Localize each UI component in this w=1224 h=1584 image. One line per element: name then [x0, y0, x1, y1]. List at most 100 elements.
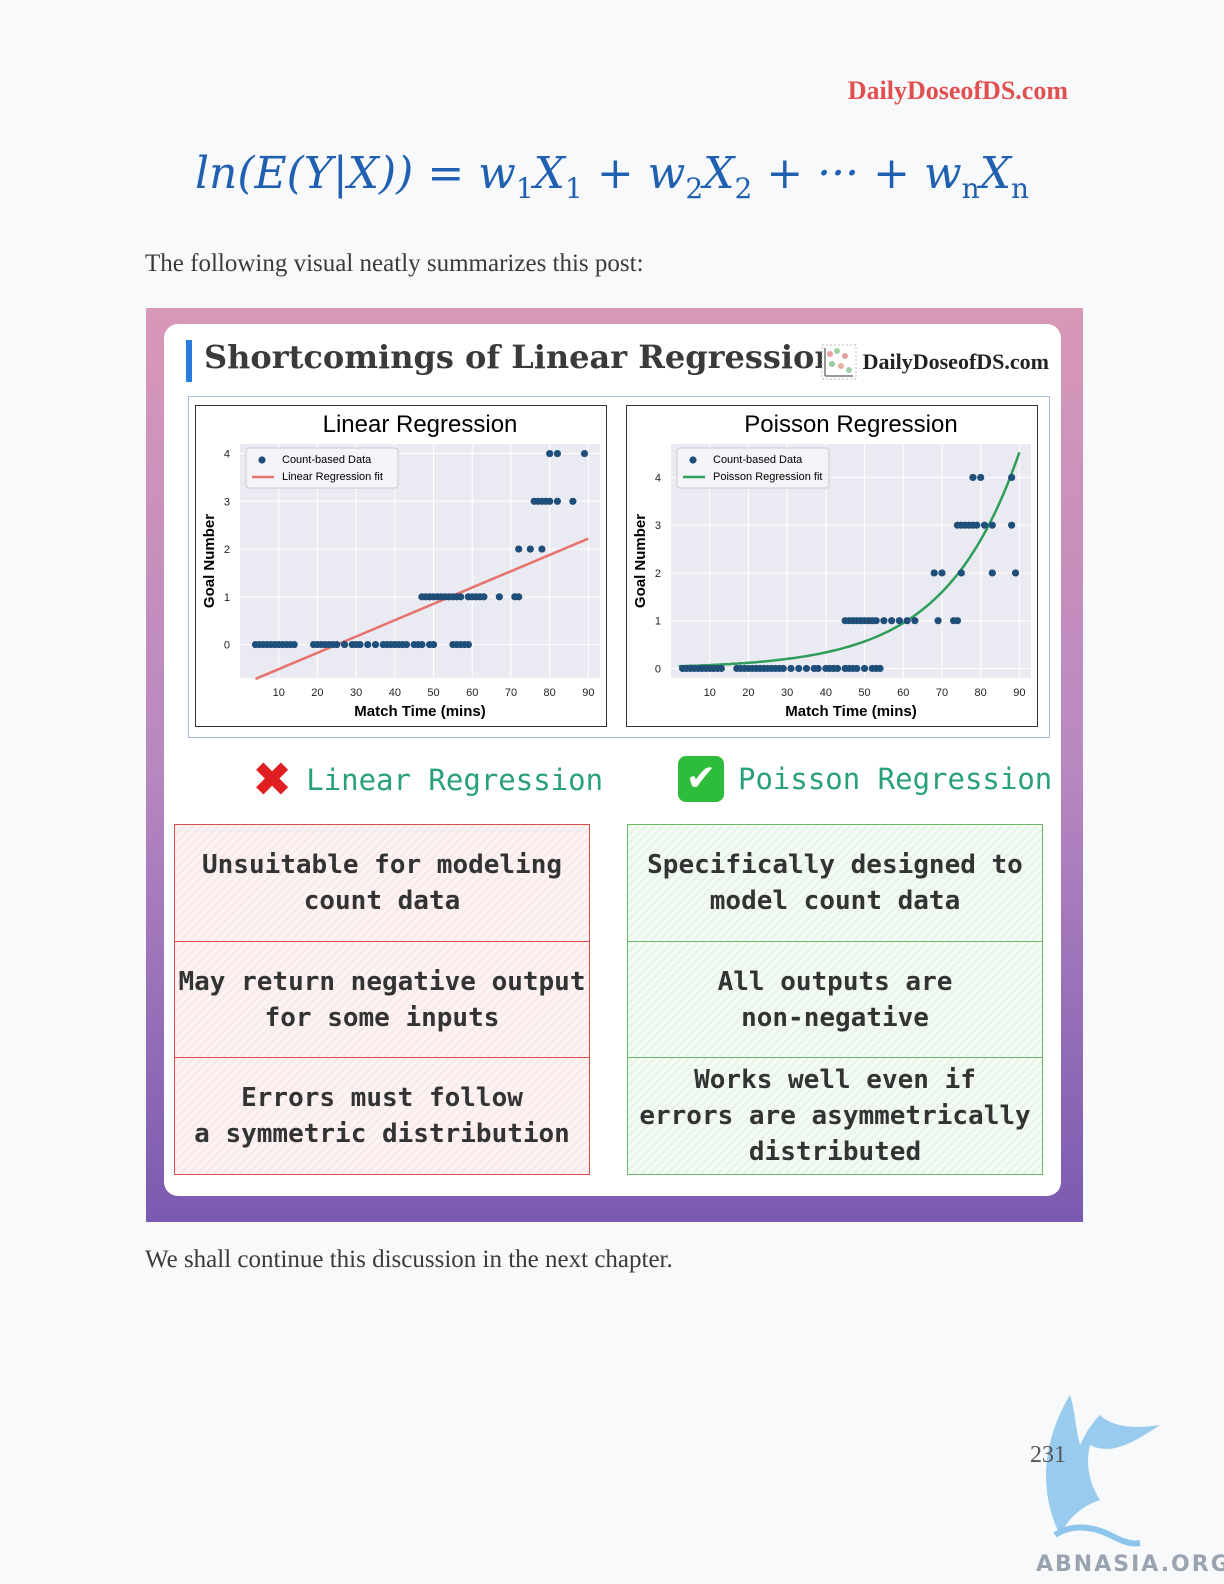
- linear-chart: Linear Regression 10 20 30 40 50 60 70 80 90 0 1 2 3 4…: [195, 405, 607, 727]
- linear-point: Unsuitable for modeling count data: [174, 824, 590, 942]
- data-point: [515, 593, 523, 601]
- x-tick-label: 90: [582, 687, 594, 699]
- linear-points: Unsuitable for modeling count data May r…: [174, 824, 590, 1175]
- y-axis-label: Goal Number: [632, 514, 649, 608]
- figure-card: Shortcomings of Linear Regression DailyD…: [164, 324, 1061, 1196]
- equation-w1-sub: 1: [515, 171, 534, 205]
- legend-label: Count-based Data: [282, 454, 372, 466]
- brand-logo-icon: [821, 344, 857, 380]
- data-point: [569, 497, 577, 505]
- check-mark-icon: ✔: [678, 756, 724, 802]
- y-tick-label: 1: [224, 592, 230, 604]
- data-point: [853, 664, 861, 673]
- x-tick-label: 50: [427, 687, 439, 699]
- data-point: [546, 449, 554, 458]
- equation-xn: X: [979, 148, 1012, 199]
- equation-lhs: ln(E(Y|X)) =: [194, 148, 479, 199]
- summary-figure: Shortcomings of Linear Regression DailyD…: [146, 308, 1083, 1222]
- fit-line: [254, 537, 589, 681]
- linear-point: May return negative output for some inpu…: [174, 940, 590, 1059]
- data-point: [880, 617, 888, 625]
- y-tick-label: 2: [224, 544, 230, 556]
- x-tick-label: 30: [350, 687, 362, 699]
- y-tick-label: 1: [655, 616, 661, 628]
- data-point: [973, 521, 981, 529]
- x-tick-label: 70: [936, 687, 948, 699]
- data-point: [538, 545, 546, 553]
- data-point: [938, 569, 946, 577]
- legend-marker: [689, 456, 697, 464]
- data-point: [1008, 473, 1016, 482]
- data-point: [580, 449, 589, 458]
- data-point: [418, 640, 426, 649]
- chart-title: Linear Regression: [323, 411, 518, 438]
- data-point: [457, 593, 465, 601]
- fit-curve: [678, 451, 1021, 668]
- x-tick-label: 90: [1013, 687, 1025, 699]
- cross-mark-icon: ✖: [252, 752, 293, 808]
- data-point: [895, 617, 903, 625]
- data-point: [779, 664, 787, 673]
- y-axis-label: Goal Number: [201, 514, 218, 608]
- legend-label: Count-based Data: [713, 454, 803, 466]
- x-tick-label: 10: [273, 687, 285, 699]
- data-point: [546, 497, 554, 505]
- data-point: [802, 664, 811, 673]
- data-point: [872, 617, 880, 625]
- chart-title: Poisson Regression: [744, 411, 957, 438]
- watermark-text: ABNASIA.ORG: [1036, 1552, 1224, 1577]
- data-point: [860, 664, 869, 673]
- x-tick-label: 60: [466, 687, 478, 699]
- x-tick-label: 80: [975, 687, 987, 699]
- figure-brand: DailyDoseofDS.com: [821, 344, 1049, 380]
- data-point: [934, 617, 942, 625]
- data-point: [969, 473, 977, 482]
- data-point: [526, 545, 534, 553]
- equation-x2: X: [703, 148, 735, 199]
- data-point: [340, 640, 349, 649]
- equation-x1: X: [533, 148, 565, 199]
- data-point: [553, 497, 562, 505]
- data-point: [290, 640, 298, 649]
- equation-plus: +: [582, 148, 648, 199]
- equation-x2-sub: 2: [734, 171, 753, 205]
- x-tick-label: 40: [389, 687, 401, 699]
- equation-w1: w: [478, 148, 516, 199]
- data-point: [464, 640, 472, 649]
- linear-point: Errors must follow a symmetric distribut…: [174, 1057, 590, 1175]
- site-header: DailyDoseofDS.com: [847, 76, 1068, 105]
- x-tick-label: 60: [897, 687, 909, 699]
- x-tick-label: 40: [820, 687, 832, 699]
- y-tick-label: 3: [224, 496, 230, 508]
- data-point: [333, 640, 341, 649]
- data-point: [717, 664, 725, 673]
- data-point: [429, 640, 438, 649]
- data-point: [814, 664, 822, 673]
- y-tick-label: 2: [655, 568, 661, 580]
- y-tick-label: 0: [224, 640, 230, 652]
- x-tick-label: 30: [781, 687, 793, 699]
- poisson-chart-svg: Poisson Regression 10 20 30 40 50 60 70 80 90 0 1 2 3…: [632, 411, 1031, 720]
- title-accent-bar: [186, 340, 192, 382]
- poisson-heading: ✔ Poisson Regression: [678, 756, 1052, 802]
- poisson-points: Specifically designed to model count dat…: [627, 824, 1043, 1175]
- poisson-point: Works well even if errors are asymmetric…: [627, 1057, 1043, 1175]
- data-point: [371, 640, 380, 649]
- data-point: [515, 545, 523, 553]
- poisson-point: All outputs are non-negative: [627, 940, 1043, 1059]
- equation-xn-sub: n: [1011, 171, 1030, 205]
- legend-marker: [258, 456, 266, 464]
- data-point: [988, 569, 996, 577]
- equation-wn: w: [923, 148, 962, 199]
- data-point: [787, 664, 795, 673]
- data-point: [903, 617, 911, 625]
- data-point: [402, 640, 411, 649]
- data-point: [977, 473, 985, 482]
- data-point: [988, 521, 996, 529]
- poisson-heading-label: Poisson Regression: [738, 762, 1053, 796]
- data-point: [495, 593, 503, 601]
- data-point: [1008, 521, 1016, 529]
- outro-paragraph: We shall continue this discussion in the…: [145, 1246, 673, 1273]
- y-tick-label: 4: [224, 449, 230, 461]
- intro-paragraph: The following visual neatly summarizes t…: [145, 250, 644, 277]
